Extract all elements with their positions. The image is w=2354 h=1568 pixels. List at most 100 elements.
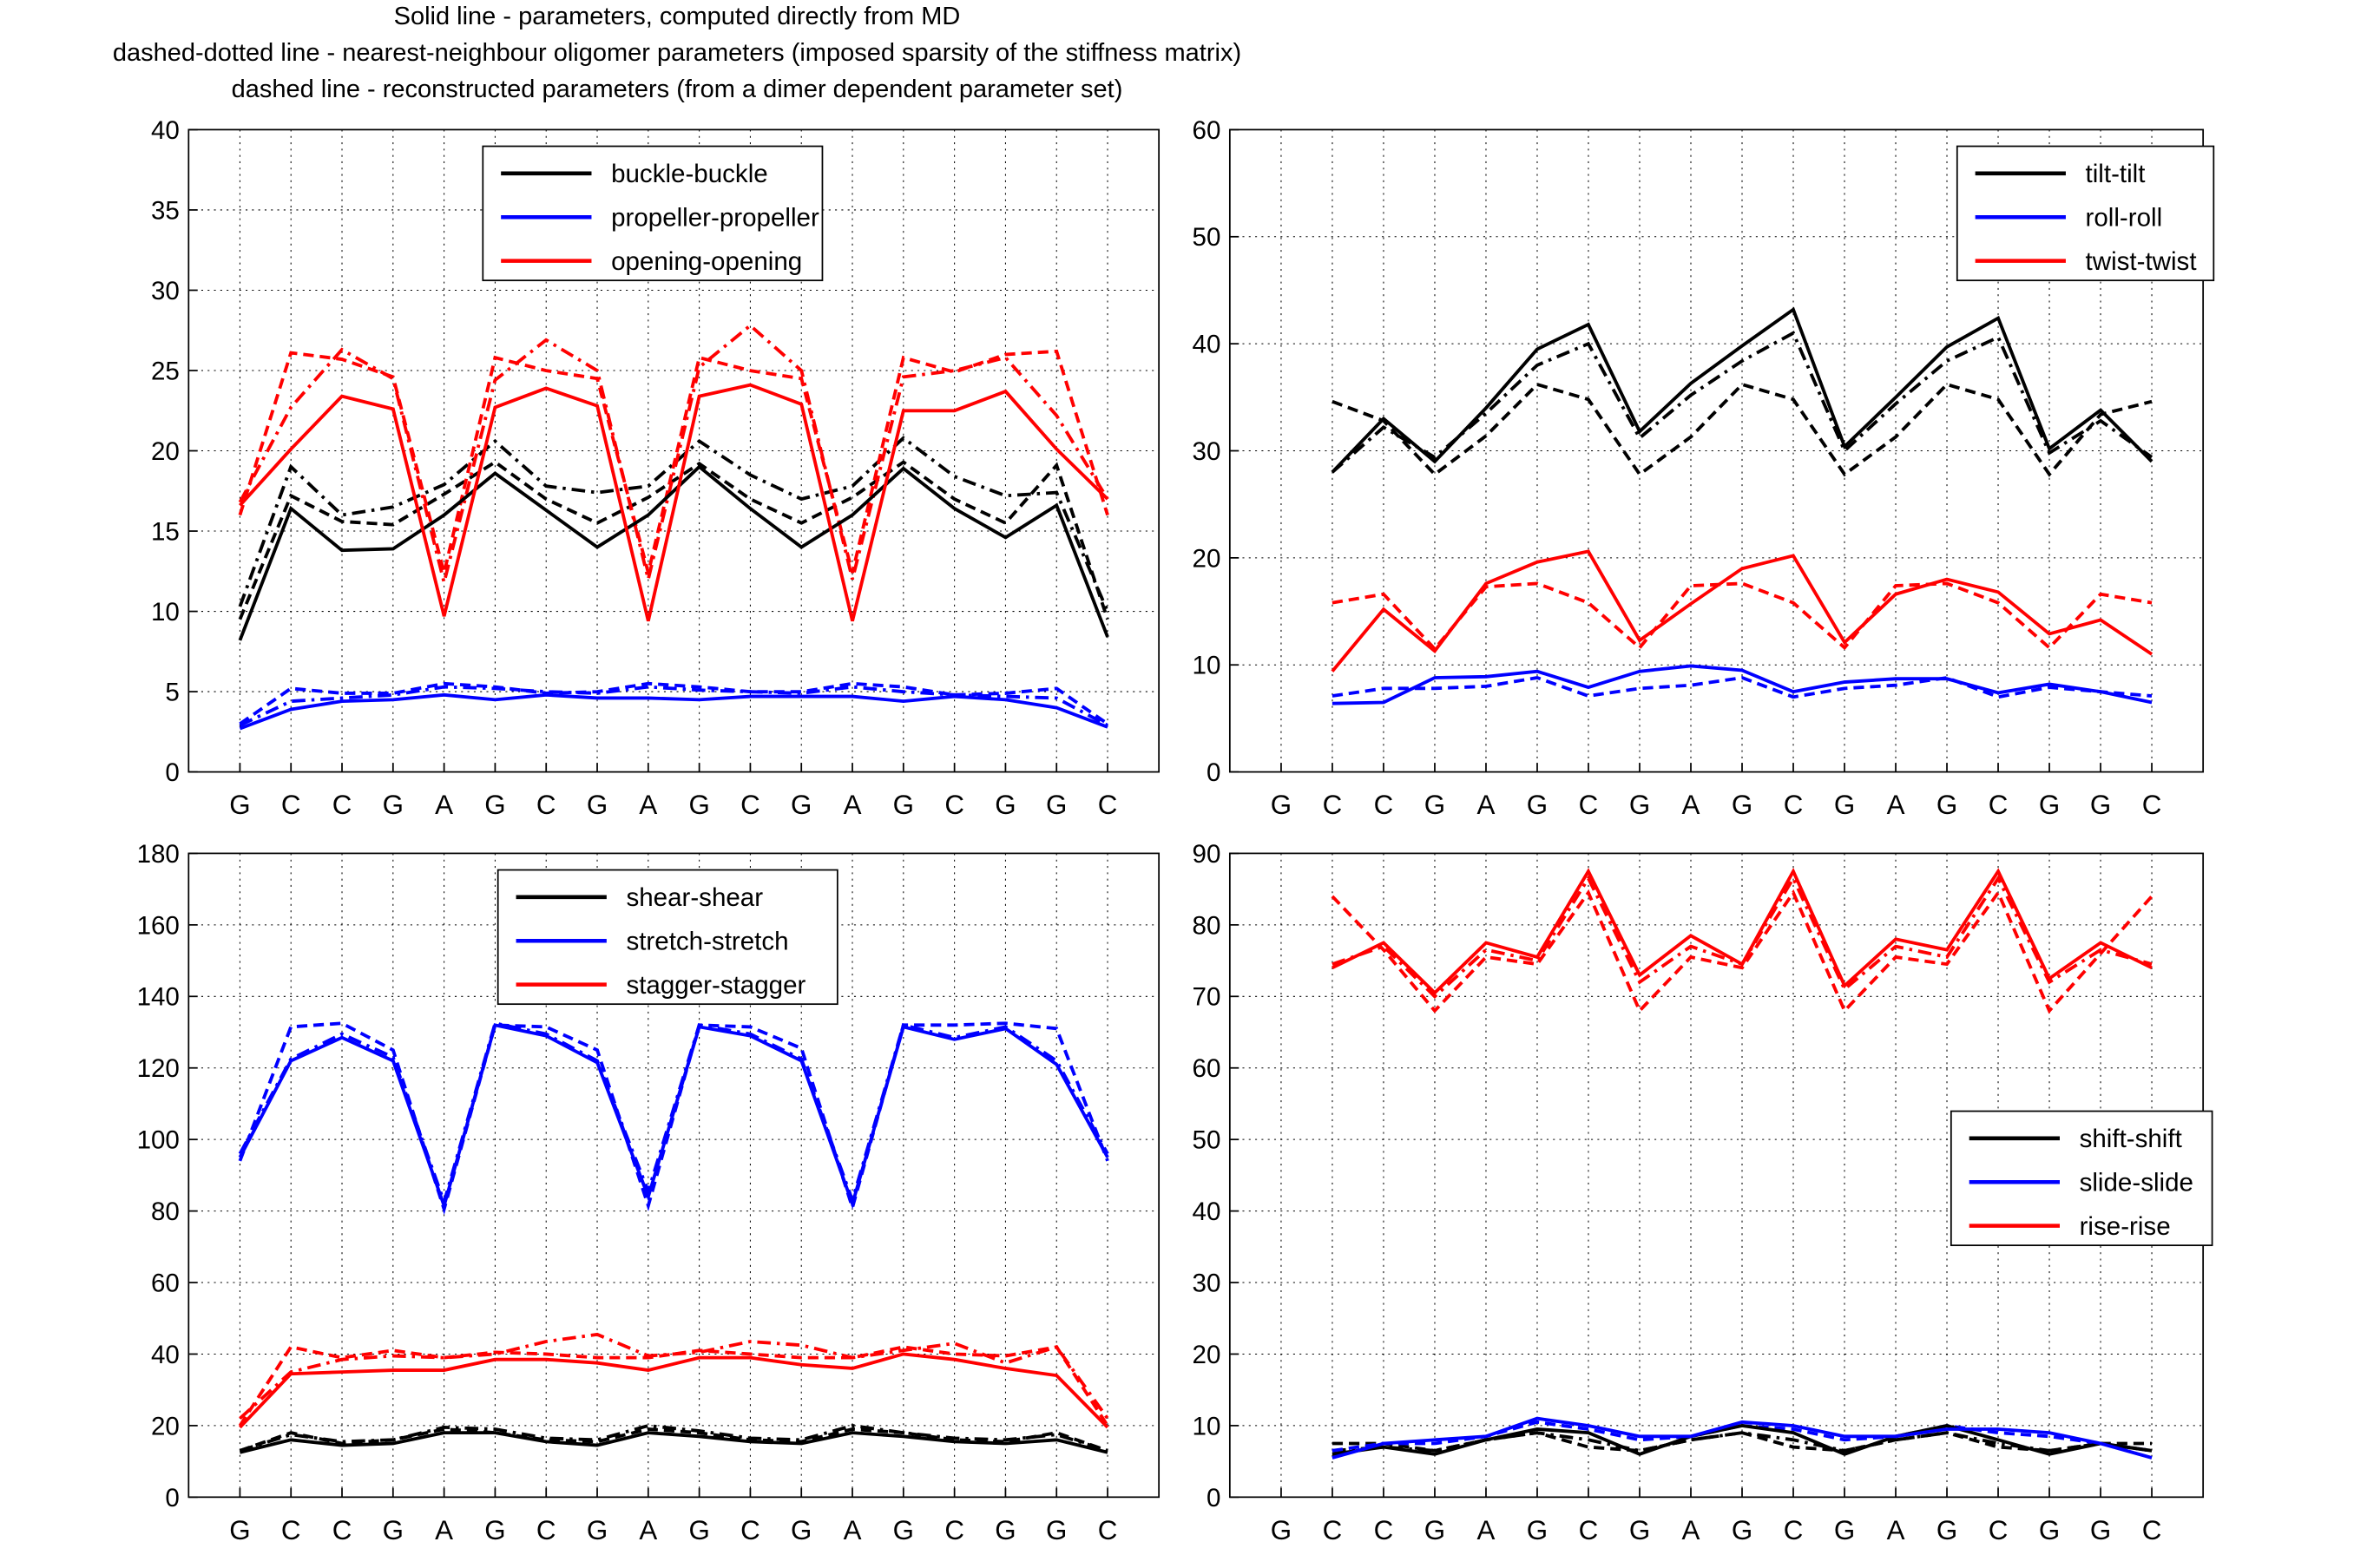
- legend-label: rise-rise: [2080, 1212, 2171, 1241]
- y-tick-label: 0: [1207, 758, 1220, 787]
- x-tick-label: A: [844, 790, 862, 820]
- x-tick-label: C: [1989, 790, 2009, 820]
- x-tick-label: C: [740, 790, 760, 820]
- y-tick-label: 40: [151, 1341, 180, 1369]
- y-tick-label: 40: [1193, 1197, 1221, 1226]
- legend-label: shift-shift: [2080, 1125, 2182, 1153]
- x-tick-label: G: [2039, 1515, 2060, 1545]
- x-tick-label: G: [1046, 1515, 1067, 1545]
- legend-box: [1956, 145, 2215, 282]
- x-tick-label: G: [1936, 790, 1957, 820]
- x-tick-label: C: [944, 1515, 964, 1545]
- series-line-rise-rise: [1332, 867, 2153, 995]
- legend: shear-shear stretch-stretch stagger-stagge…: [496, 869, 838, 1006]
- x-tick-label: C: [1784, 790, 1804, 820]
- legend: shift-shift slide-slide rise-rise: [1950, 1110, 2213, 1247]
- legend-label: roll-roll: [2086, 204, 2163, 233]
- x-tick-label: G: [2039, 790, 2060, 820]
- x-tick-label: G: [1271, 1515, 1292, 1545]
- x-tick-label: G: [587, 790, 608, 820]
- x-tick-label: A: [1477, 790, 1496, 820]
- x-tick-label: C: [1579, 790, 1599, 820]
- y-tick-label: 20: [151, 1412, 180, 1440]
- x-tick-label: G: [229, 790, 250, 820]
- y-tick-label: 50: [1193, 1126, 1221, 1155]
- x-tick-label: C: [281, 790, 301, 820]
- series-line-stagger-stagger: [239, 1352, 1109, 1429]
- x-tick-label: G: [1046, 790, 1067, 820]
- x-tick-label: G: [995, 790, 1016, 820]
- x-tick-label: A: [435, 1515, 453, 1545]
- series-line-roll-roll: [1332, 664, 2153, 705]
- legend: tilt-tilt roll-roll twist-twist: [1956, 145, 2215, 282]
- x-tick-label: G: [383, 1515, 404, 1545]
- legend-label: tilt-tilt: [2086, 160, 2146, 188]
- y-tick-label: 90: [1193, 840, 1221, 869]
- x-tick-label: G: [1834, 790, 1855, 820]
- series-line-opening-opening: [238, 383, 1109, 622]
- y-tick-label: 100: [137, 1126, 180, 1155]
- y-tick-label: 20: [1193, 1341, 1221, 1369]
- y-tick-label: 10: [151, 598, 180, 627]
- x-tick-label: G: [1271, 790, 1292, 820]
- x-tick-label: G: [1424, 790, 1445, 820]
- series-line-dashdot: [238, 436, 1109, 613]
- x-tick-label: G: [1936, 1515, 1957, 1545]
- x-tick-label: G: [1527, 1515, 1548, 1545]
- series-line-dashed: [238, 349, 1109, 574]
- y-tick-label: 20: [151, 437, 180, 466]
- series-line-stretch-stretch: [238, 1023, 1109, 1211]
- x-tick-label: G: [1834, 1515, 1855, 1545]
- x-tick-label: G: [1629, 790, 1650, 820]
- y-tick-label: 60: [1193, 1054, 1221, 1083]
- y-tick-label: 30: [1193, 1269, 1221, 1297]
- y-tick-label: 0: [165, 758, 179, 787]
- x-tick-label: G: [995, 1515, 1016, 1545]
- series-line-dashed: [239, 1427, 1108, 1453]
- figure-header-line-1: Solid line - parameters, computed direct…: [393, 3, 961, 30]
- y-tick-label: 25: [151, 357, 180, 385]
- figure-header-line-3: dashed line - reconstructed parameters (…: [231, 75, 1123, 103]
- x-tick-label: G: [2090, 790, 2111, 820]
- x-tick-label: C: [281, 1515, 301, 1545]
- x-tick-label: G: [484, 1515, 505, 1545]
- y-tick-label: 140: [137, 983, 180, 1012]
- y-tick-label: 80: [1193, 911, 1221, 940]
- y-tick-label: 10: [1193, 1412, 1221, 1440]
- y-tick-label: 0: [1207, 1484, 1220, 1512]
- legend-box: [496, 869, 838, 1006]
- y-tick-label: 20: [1193, 544, 1221, 573]
- x-tick-label: G: [229, 1515, 250, 1545]
- y-tick-label: 180: [137, 840, 180, 869]
- x-tick-label: G: [2090, 1515, 2111, 1545]
- x-tick-label: G: [688, 1515, 709, 1545]
- y-tick-label: 60: [151, 1269, 180, 1297]
- legend-label: shear-shear: [626, 883, 763, 912]
- x-tick-label: G: [1732, 790, 1752, 820]
- y-tick-label: 5: [165, 679, 179, 707]
- x-tick-label: C: [1098, 790, 1118, 820]
- legend-label: stagger-stagger: [626, 971, 805, 1000]
- x-tick-label: A: [844, 1515, 862, 1545]
- series-line-dashed: [239, 681, 1109, 725]
- y-tick-label: 15: [151, 517, 180, 546]
- series-line-dashdot: [239, 1332, 1109, 1420]
- x-tick-label: C: [944, 790, 964, 820]
- x-tick-label: C: [1374, 790, 1394, 820]
- x-tick-label: G: [484, 790, 505, 820]
- series-line-buckle-buckle: [238, 464, 1109, 641]
- legend-box: [482, 145, 824, 282]
- x-tick-label: A: [639, 1515, 657, 1545]
- x-tick-label: G: [1629, 1515, 1650, 1545]
- x-tick-label: A: [1477, 1515, 1496, 1545]
- x-tick-label: C: [536, 790, 556, 820]
- legend-label: propeller-propeller: [611, 204, 819, 233]
- y-tick-label: 35: [151, 196, 180, 225]
- x-tick-label: G: [1527, 790, 1548, 820]
- y-tick-label: 50: [1193, 223, 1221, 252]
- x-tick-label: A: [1682, 1515, 1700, 1545]
- y-tick-label: 40: [151, 116, 180, 145]
